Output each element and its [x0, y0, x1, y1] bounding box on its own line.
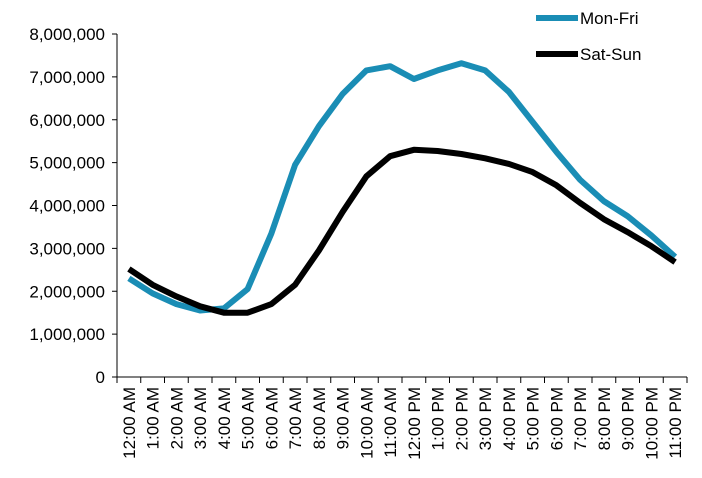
x-tick-label: 2:00 AM: [167, 387, 186, 449]
y-tick-label: 2,000,000: [29, 282, 105, 301]
series-lines: [127, 60, 678, 316]
y-tick-label: 7,000,000: [29, 68, 105, 87]
x-tick-label: 10:00 AM: [357, 387, 376, 459]
y-tick-label: 4,000,000: [29, 197, 105, 216]
legend: Mon-Fri Sat-Sun: [536, 9, 641, 64]
y-tick-label: 1,000,000: [29, 325, 105, 344]
legend-label: Sat-Sun: [580, 45, 641, 64]
y-tick-label: 6,000,000: [29, 111, 105, 130]
x-tick-label: 5:00 PM: [524, 387, 543, 450]
x-tick-label: 6:00 AM: [262, 387, 281, 449]
x-tick-label: 4:00 PM: [500, 387, 519, 450]
chart-axes: [116, 34, 687, 378]
series-line-mon-fri: [127, 60, 678, 314]
series-line-sat-sun: [127, 146, 677, 316]
x-axis-ticks: 12:00 AM 1:00 AM 2:00 AM 3:00 AM 4:00 AM 5:00…: [116, 377, 688, 460]
y-axis-ticks: 0 1,000,000 2,000,000 3,000,000 4,000,000 5,0…: [29, 25, 117, 387]
x-tick-label: 7:00 PM: [571, 387, 590, 450]
x-tick-label: 10:00 PM: [642, 387, 661, 460]
x-tick-label: 11:00 AM: [381, 387, 400, 458]
x-tick-label: 8:00 AM: [310, 387, 329, 449]
x-tick-label: 2:00 PM: [452, 387, 471, 450]
y-tick-label: 8,000,000: [29, 25, 105, 44]
y-tick-label: 0: [96, 368, 105, 387]
x-tick-label: 3:00 PM: [476, 387, 495, 450]
x-tick-label: 7:00 AM: [286, 387, 305, 449]
y-tick-label: 5,000,000: [29, 154, 105, 173]
x-tick-label: 5:00 AM: [239, 387, 258, 449]
x-tick-label: 12:00 PM: [405, 387, 424, 460]
x-tick-label: 9:00 PM: [619, 387, 638, 450]
legend-label: Mon-Fri: [580, 9, 639, 28]
x-tick-label: 6:00 PM: [547, 387, 566, 450]
x-tick-label: 8:00 PM: [595, 387, 614, 450]
y-tick-label: 3,000,000: [29, 239, 105, 258]
x-tick-label: 9:00 AM: [334, 387, 353, 449]
x-tick-label: 1:00 AM: [144, 387, 163, 449]
x-tick-label: 1:00 PM: [429, 387, 448, 450]
x-tick-label: 3:00 AM: [191, 387, 210, 449]
x-tick-label: 12:00 AM: [120, 387, 139, 459]
x-tick-label: 11:00 PM: [666, 387, 685, 459]
x-tick-label: 4:00 AM: [215, 387, 234, 449]
